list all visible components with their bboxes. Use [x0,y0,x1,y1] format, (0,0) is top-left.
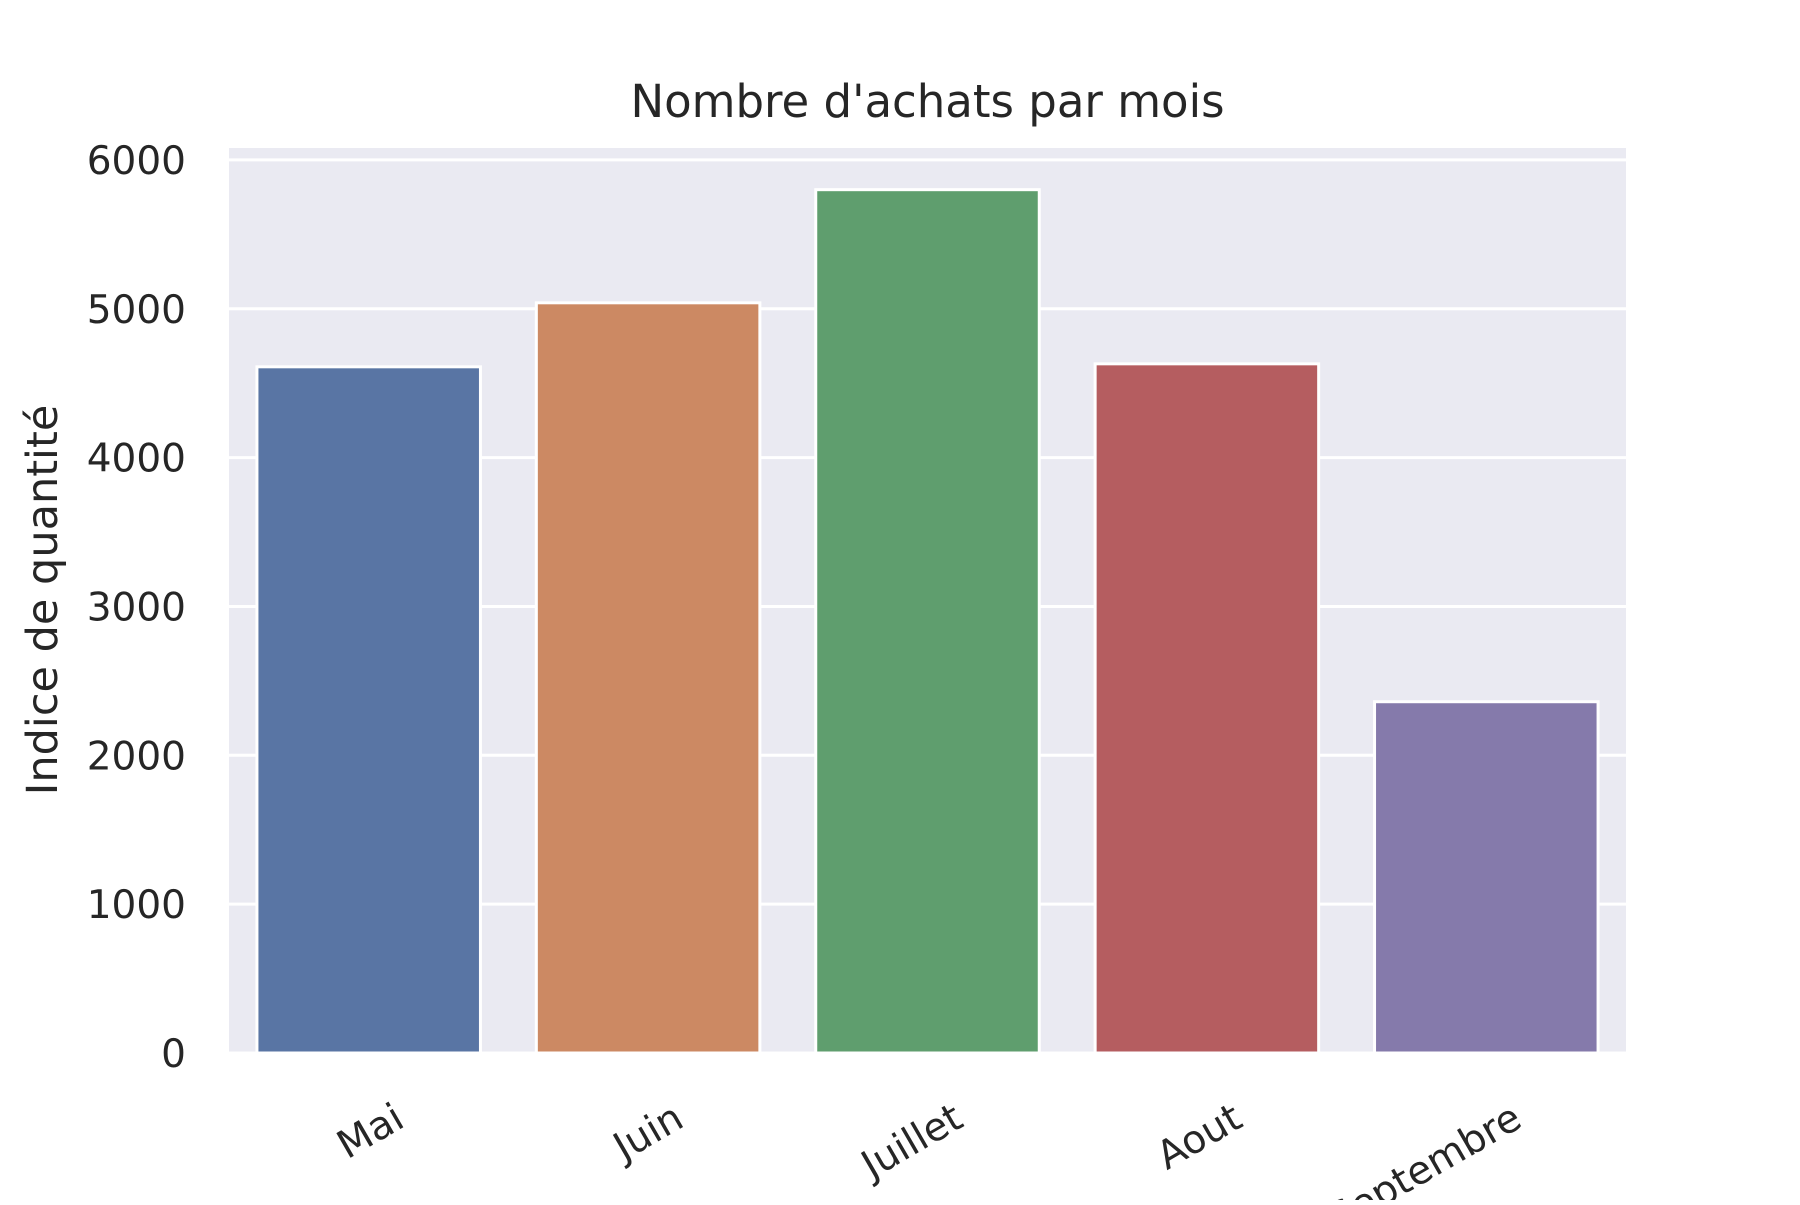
bar-septembre [1373,700,1600,1055]
bar-juillet [814,188,1041,1055]
y-tick-label: 6000 [87,139,186,184]
y-tick-label: 1000 [87,883,186,928]
y-tick-labels: 0 1000 2000 3000 4000 5000 6000 [87,139,186,1077]
bar-mai [255,365,482,1055]
bar-juin [534,301,762,1055]
x-tick-label-mai: Mai [330,1095,412,1168]
y-tick-label: 5000 [87,288,186,333]
x-tick-label-juillet: Juillet [852,1095,971,1189]
y-tick-label: 4000 [87,437,186,482]
x-tick-label-septembre: Septembre [1321,1095,1529,1200]
chart-title: Nombre d'achats par mois [630,75,1224,128]
x-tick-label-aout: Aout [1149,1095,1249,1179]
y-axis-label: Indice de quantité [18,405,68,796]
bar-aout [1093,362,1321,1055]
y-tick-label: 2000 [87,734,186,779]
x-tick-labels: Mai Juin Juillet Aout Septembre [330,1095,1529,1205]
y-tick-label: 0 [161,1032,186,1077]
x-tick-label-juin: Juin [604,1095,691,1171]
bars [255,188,1600,1055]
y-tick-label: 3000 [87,585,186,630]
